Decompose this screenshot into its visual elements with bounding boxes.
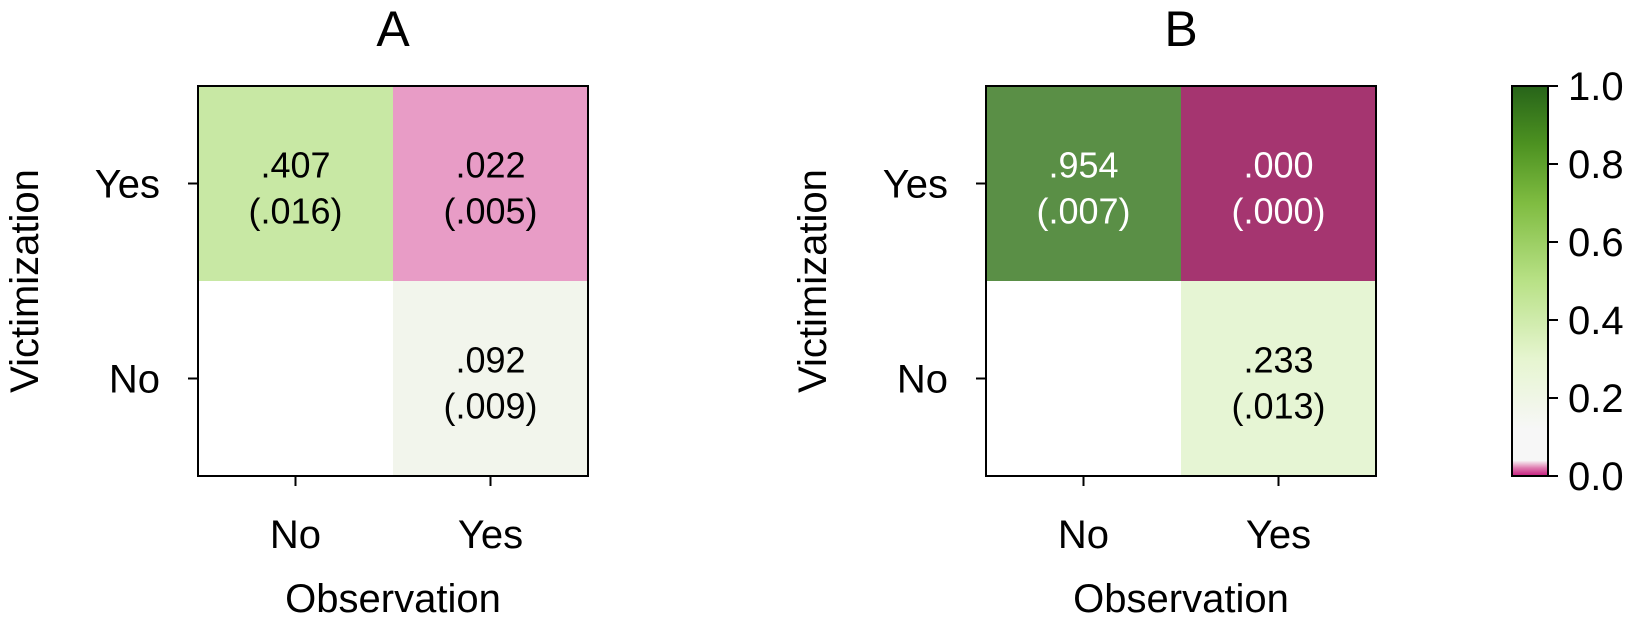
y-axis-label: Victimization (791, 169, 835, 393)
plot-frame (985, 85, 1377, 477)
panel-title: B (1164, 1, 1197, 57)
colorbar-tick-label: 0.4 (1568, 299, 1624, 343)
y-axis-label: Victimization (3, 169, 47, 393)
cell-se-label: (.016) (248, 191, 342, 232)
colorbar-tick-label: 0.0 (1568, 455, 1624, 499)
heatmap-cell (986, 86, 1181, 281)
cell-value-label: .000 (1243, 145, 1313, 186)
cell-se-label: (.005) (443, 191, 537, 232)
plot-frame (197, 85, 589, 477)
x-tick-label: No (270, 513, 321, 557)
heatmap-cell (986, 281, 1181, 476)
panel-title: A (376, 1, 410, 57)
cell-value-label: .954 (1048, 145, 1118, 186)
colorbar-tick-label: 0.8 (1568, 143, 1624, 187)
heatmap-cell (1181, 281, 1376, 476)
cell-se-label: (.013) (1231, 386, 1325, 427)
heatmap-cell (198, 86, 393, 281)
cell-value-label: .233 (1243, 340, 1313, 381)
colorbar (1511, 85, 1549, 477)
y-tick-label: Yes (883, 163, 948, 207)
colorbar-tick-label: 0.2 (1568, 377, 1624, 421)
heatmap-cell (1181, 86, 1376, 281)
cell-value-label: .092 (455, 340, 525, 381)
colorbar-tick-label: 0.6 (1568, 221, 1624, 265)
cell-se-label: (.000) (1231, 191, 1325, 232)
x-tick-label: Yes (1246, 513, 1311, 557)
x-axis-label: Observation (285, 577, 501, 621)
cell-value-label: .407 (260, 145, 330, 186)
panel-a: .407 (.016) .022 (.005) .092 (.009) A No Yes Yes N… (3, 1, 589, 621)
cell-se-label: (.007) (1036, 191, 1130, 232)
y-tick-label: No (109, 358, 160, 402)
x-tick-label: No (1058, 513, 1109, 557)
y-tick-label: Yes (95, 163, 160, 207)
x-axis-label: Observation (1073, 577, 1289, 621)
x-tick-label: Yes (458, 513, 523, 557)
panel-b: .954 (.007) .000 (.000) .233 (.013) B No Yes Yes N… (791, 1, 1377, 621)
heatmap-cell (393, 281, 588, 476)
heatmap-cell (198, 281, 393, 476)
heatmap-cell (393, 86, 588, 281)
y-tick-label: No (897, 358, 948, 402)
cell-se-label: (.009) (443, 386, 537, 427)
colorbar-tick-label: 1.0 (1568, 65, 1624, 109)
cell-value-label: .022 (455, 145, 525, 186)
